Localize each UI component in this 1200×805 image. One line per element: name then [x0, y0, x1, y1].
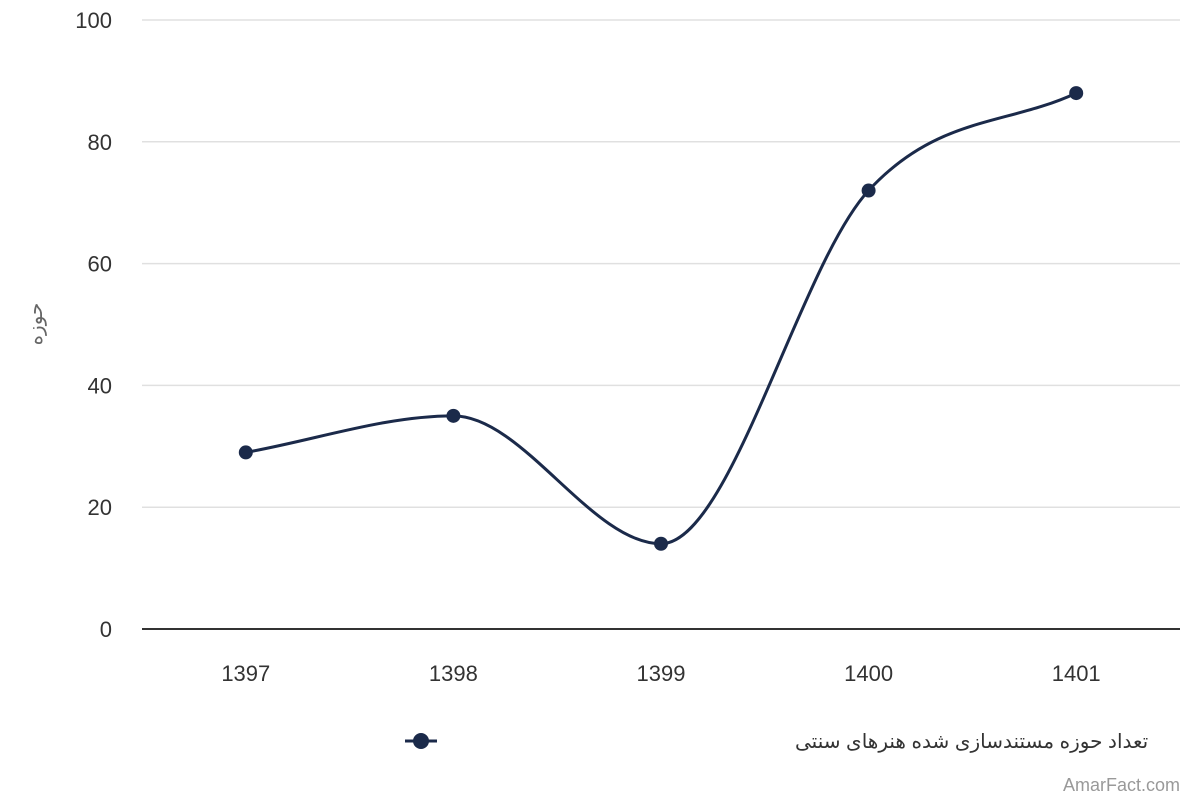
gridlines — [142, 19, 1180, 508]
legend-marker-swatch — [413, 733, 429, 749]
legend-label: تعداد حوزه مستندسازی شده هنرهای سنتی — [795, 731, 1148, 753]
data-point-marker[interactable] — [1069, 86, 1084, 101]
y-axis-title: حوزه — [25, 303, 47, 346]
x-tick-label: 1398 — [429, 661, 478, 686]
data-point-marker[interactable] — [654, 536, 668, 551]
y-tick-label: 0 — [100, 617, 112, 642]
x-tick-label: 1400 — [844, 661, 893, 686]
y-tick-label: 40 — [88, 373, 112, 398]
series-layer — [238, 86, 1084, 551]
legend[interactable]: تعداد حوزه مستندسازی شده هنرهای سنتی — [405, 731, 1148, 753]
axes: 0 20 40 60 80 100 1397 1398 1399 1400 1401 — [75, 8, 1180, 686]
y-tick-label: 80 — [88, 130, 112, 155]
y-tick-label: 100 — [75, 8, 112, 33]
x-tick-label: 1399 — [637, 661, 686, 686]
y-tick-label: 20 — [88, 495, 112, 520]
data-point-marker[interactable] — [861, 183, 876, 198]
credit-text: AmarFact.com — [1063, 775, 1180, 795]
data-point-marker[interactable] — [446, 408, 461, 423]
y-tick-label: 60 — [88, 252, 112, 277]
series-line — [244, 91, 1078, 546]
data-point-marker[interactable] — [238, 445, 253, 460]
x-tick-label: 1401 — [1052, 661, 1101, 686]
x-tick-label: 1397 — [221, 661, 270, 686]
